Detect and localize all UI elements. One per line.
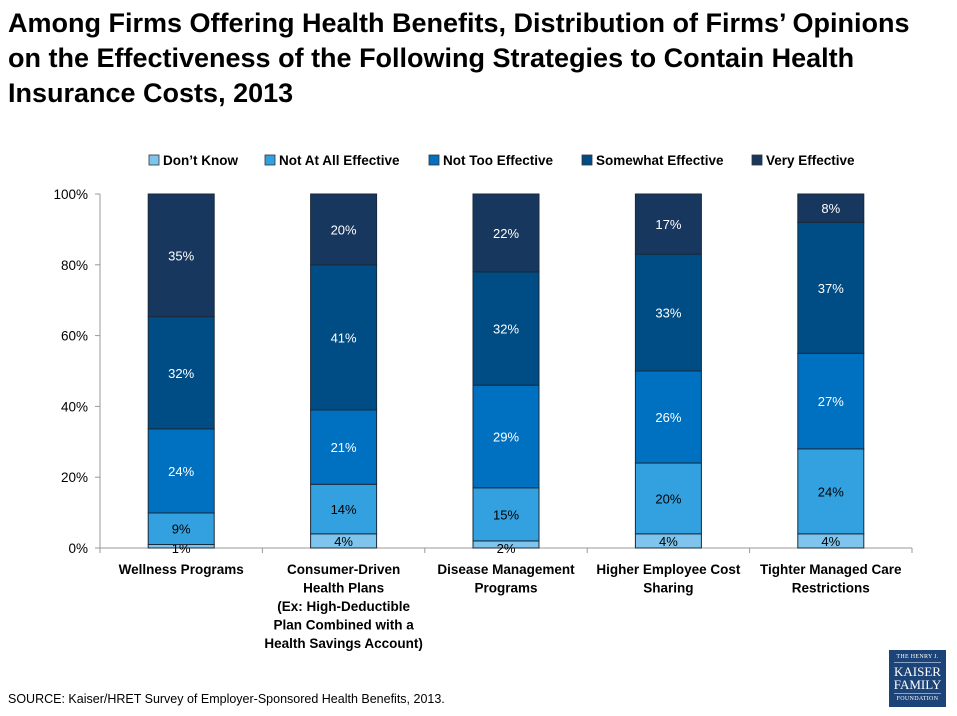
data-label: 9%	[172, 522, 191, 537]
data-label: 37%	[818, 281, 844, 296]
x-category-label: Health Plans	[303, 581, 384, 596]
bar-segment	[310, 409, 378, 485]
data-label: 15%	[493, 507, 519, 522]
data-label: 4%	[659, 534, 678, 549]
x-category-label: Plan Combined with a	[273, 618, 414, 633]
x-category-label: Consumer-Driven	[287, 562, 400, 577]
y-tick-label: 20%	[61, 470, 88, 485]
data-label: 24%	[168, 464, 194, 479]
data-label: 20%	[655, 491, 681, 506]
data-label: 4%	[334, 534, 353, 549]
bar-segment	[634, 370, 702, 464]
x-category-label: Tighter Managed Care	[760, 562, 902, 577]
data-label: 41%	[331, 330, 357, 345]
data-label: 21%	[331, 440, 357, 455]
bar-segment	[310, 264, 378, 411]
x-category-label: Higher Employee Cost	[596, 562, 741, 577]
kff-logo: THE HENRY J. KAISER FAMILY FOUNDATION	[889, 650, 946, 707]
bar-segment	[147, 193, 215, 318]
bar-segment	[797, 448, 865, 535]
data-label: 20%	[331, 222, 357, 237]
bar-segment	[634, 253, 702, 372]
x-category-label: Restrictions	[792, 581, 870, 596]
legend-label: Not Too Effective	[443, 153, 553, 168]
y-tick-label: 100%	[53, 187, 88, 202]
x-category-label: (Ex: High-Deductible	[277, 599, 410, 614]
bar-segment	[472, 487, 540, 542]
x-category-label: Wellness Programs	[119, 562, 244, 577]
y-tick-label: 40%	[61, 399, 88, 414]
data-label: 8%	[821, 201, 840, 216]
legend-label: Somewhat Effective	[596, 153, 724, 168]
data-label: 24%	[818, 484, 844, 499]
y-tick-label: 80%	[61, 258, 88, 273]
bar-segment	[634, 193, 702, 255]
source-note: SOURCE: Kaiser/HRET Survey of Employer-S…	[8, 692, 445, 706]
legend-swatch	[581, 154, 593, 166]
bar-segment	[472, 193, 540, 273]
bar-segment	[147, 428, 215, 514]
data-label: 2%	[497, 541, 516, 556]
bar-segment	[797, 221, 865, 354]
data-label: 32%	[493, 322, 519, 337]
x-category-label: Health Savings Account)	[264, 636, 423, 651]
data-label: 22%	[493, 226, 519, 241]
y-tick-label: 0%	[68, 541, 88, 556]
x-category-label: Sharing	[643, 581, 693, 596]
data-label: 35%	[168, 248, 194, 263]
bar-segment	[797, 193, 865, 223]
data-label: 33%	[655, 306, 681, 321]
legend-label: Very Effective	[766, 153, 855, 168]
y-tick-label: 60%	[61, 329, 88, 344]
bar-segment	[634, 462, 702, 535]
data-label: 17%	[655, 217, 681, 232]
data-label: 26%	[655, 410, 681, 425]
data-label: 14%	[331, 502, 357, 517]
data-label: 32%	[168, 366, 194, 381]
data-label: 29%	[493, 429, 519, 444]
legend-swatch	[751, 154, 763, 166]
x-category-label: Disease Management	[437, 562, 575, 577]
bar-segment	[472, 271, 540, 386]
legend-label: Don’t Know	[163, 153, 238, 168]
bar-segment	[797, 352, 865, 450]
x-category-label: Programs	[474, 581, 537, 596]
legend-swatch	[264, 154, 276, 166]
chart-title: Among Firms Offering Health Benefits, Di…	[8, 8, 910, 108]
legend-swatch	[428, 154, 440, 166]
data-label: 27%	[818, 394, 844, 409]
legend-swatch	[148, 154, 160, 166]
bar-segment	[472, 384, 540, 489]
legend-label: Not At All Effective	[279, 153, 400, 168]
bar-segment	[310, 193, 378, 266]
data-label: 4%	[821, 534, 840, 549]
